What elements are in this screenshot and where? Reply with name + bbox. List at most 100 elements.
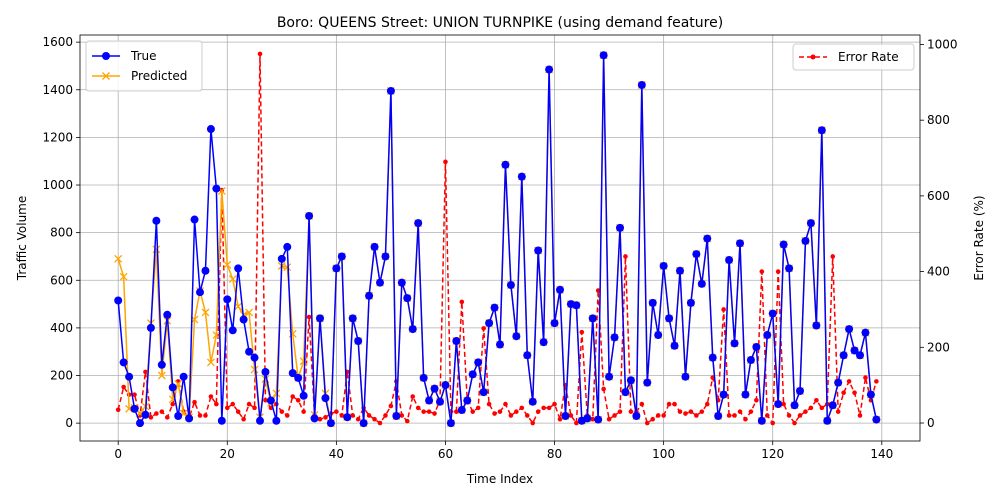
- true-point: [866, 390, 875, 399]
- error-rate-point: [677, 409, 683, 414]
- true-point: [845, 325, 854, 334]
- error-rate-point: [246, 401, 252, 407]
- true-point: [806, 219, 815, 228]
- legend-error-label: Error Rate: [838, 50, 899, 64]
- error-rate-point: [415, 405, 421, 411]
- error-rate-point: [279, 409, 285, 414]
- error-rate-point: [863, 375, 868, 380]
- error-rate-point: [617, 409, 623, 414]
- true-point: [632, 411, 641, 420]
- true-point: [703, 234, 712, 243]
- true-point: [517, 172, 526, 181]
- true-point: [665, 314, 674, 323]
- true-point: [523, 351, 532, 360]
- true-point: [828, 401, 837, 410]
- true-point: [201, 266, 210, 275]
- error-rate-point: [786, 413, 792, 418]
- error-rate-point: [530, 420, 536, 426]
- error-rate-point: [568, 413, 574, 418]
- true-point: [474, 358, 483, 367]
- error-rate-point: [154, 411, 159, 416]
- true-series: [114, 51, 881, 428]
- error-rate-point: [797, 413, 803, 418]
- true-point: [223, 295, 232, 304]
- true-point: [654, 331, 663, 340]
- error-rate-point: [770, 420, 776, 426]
- x-tick-label: 40: [329, 447, 344, 461]
- true-point: [839, 351, 848, 360]
- error-rate-point: [143, 369, 148, 375]
- true-point: [697, 279, 706, 288]
- y-axis-ticks: 0 200 400 600 800 1000 1200 1400 1600: [42, 35, 80, 430]
- y-tick-label: 800: [50, 226, 73, 240]
- error-rate-point: [579, 329, 585, 335]
- true-point: [403, 294, 412, 303]
- true-point: [757, 416, 766, 425]
- legend-error-marker: [810, 54, 816, 60]
- error-rate-point: [301, 409, 306, 414]
- error-rate-point: [748, 409, 754, 414]
- legend-true-marker: [102, 52, 110, 60]
- true-point: [250, 353, 259, 362]
- true-point: [196, 288, 204, 297]
- true-point: [763, 331, 772, 340]
- true-point: [801, 236, 810, 245]
- error-rate-point: [557, 416, 563, 422]
- error-rate-point: [475, 405, 481, 411]
- true-point: [643, 378, 652, 387]
- predicted-point: [272, 389, 281, 398]
- error-rate-point: [263, 398, 268, 403]
- y2-tick-label: 400: [927, 265, 950, 279]
- error-rate-point: [792, 420, 797, 426]
- y2-tick-label: 800: [927, 113, 950, 127]
- error-rate-point: [214, 401, 219, 407]
- true-point: [245, 347, 254, 356]
- true-point: [256, 416, 264, 425]
- error-rate-point: [159, 409, 165, 414]
- error-rate-point: [803, 409, 808, 414]
- true-point: [463, 396, 472, 405]
- error-rate-point: [661, 413, 666, 418]
- y-axis-label: Traffic Volume: [15, 196, 29, 282]
- true-point: [146, 323, 155, 332]
- error-rate-point: [835, 409, 841, 414]
- y2-tick-label: 600: [927, 189, 950, 203]
- predicted-point: [234, 302, 243, 311]
- true-point: [305, 211, 314, 220]
- true-point: [550, 319, 559, 328]
- true-point: [485, 319, 494, 328]
- true-point: [185, 414, 194, 423]
- error-rate-point: [535, 409, 541, 414]
- true-point: [414, 219, 423, 228]
- true-point: [152, 216, 161, 225]
- true-point: [856, 351, 864, 360]
- y-tick-label: 1000: [42, 178, 73, 192]
- error-rate-point: [470, 409, 476, 414]
- error-rate-point: [726, 413, 732, 418]
- plot-frame: [79, 34, 921, 442]
- error-rate-point: [639, 401, 645, 407]
- error-rate-point: [852, 390, 857, 396]
- true-point: [125, 372, 134, 381]
- true-line: [117, 54, 878, 424]
- true-point: [157, 360, 166, 369]
- y-tick-label: 1400: [42, 83, 73, 97]
- true-point: [746, 356, 755, 365]
- true-point: [354, 336, 363, 345]
- error-rate-point: [334, 409, 339, 414]
- true-point: [392, 411, 401, 420]
- true-point: [408, 325, 417, 334]
- true-point: [283, 242, 292, 251]
- error-rate-point: [732, 413, 737, 418]
- true-point: [610, 333, 619, 342]
- true-point: [768, 309, 777, 318]
- true-point: [790, 401, 799, 410]
- error-rate-point: [492, 411, 497, 416]
- error-rate-point: [694, 413, 699, 418]
- true-point: [534, 246, 543, 255]
- error-rate-point: [781, 401, 786, 407]
- true-point: [817, 126, 826, 135]
- error-rate-point: [404, 418, 410, 424]
- true-point: [457, 406, 466, 415]
